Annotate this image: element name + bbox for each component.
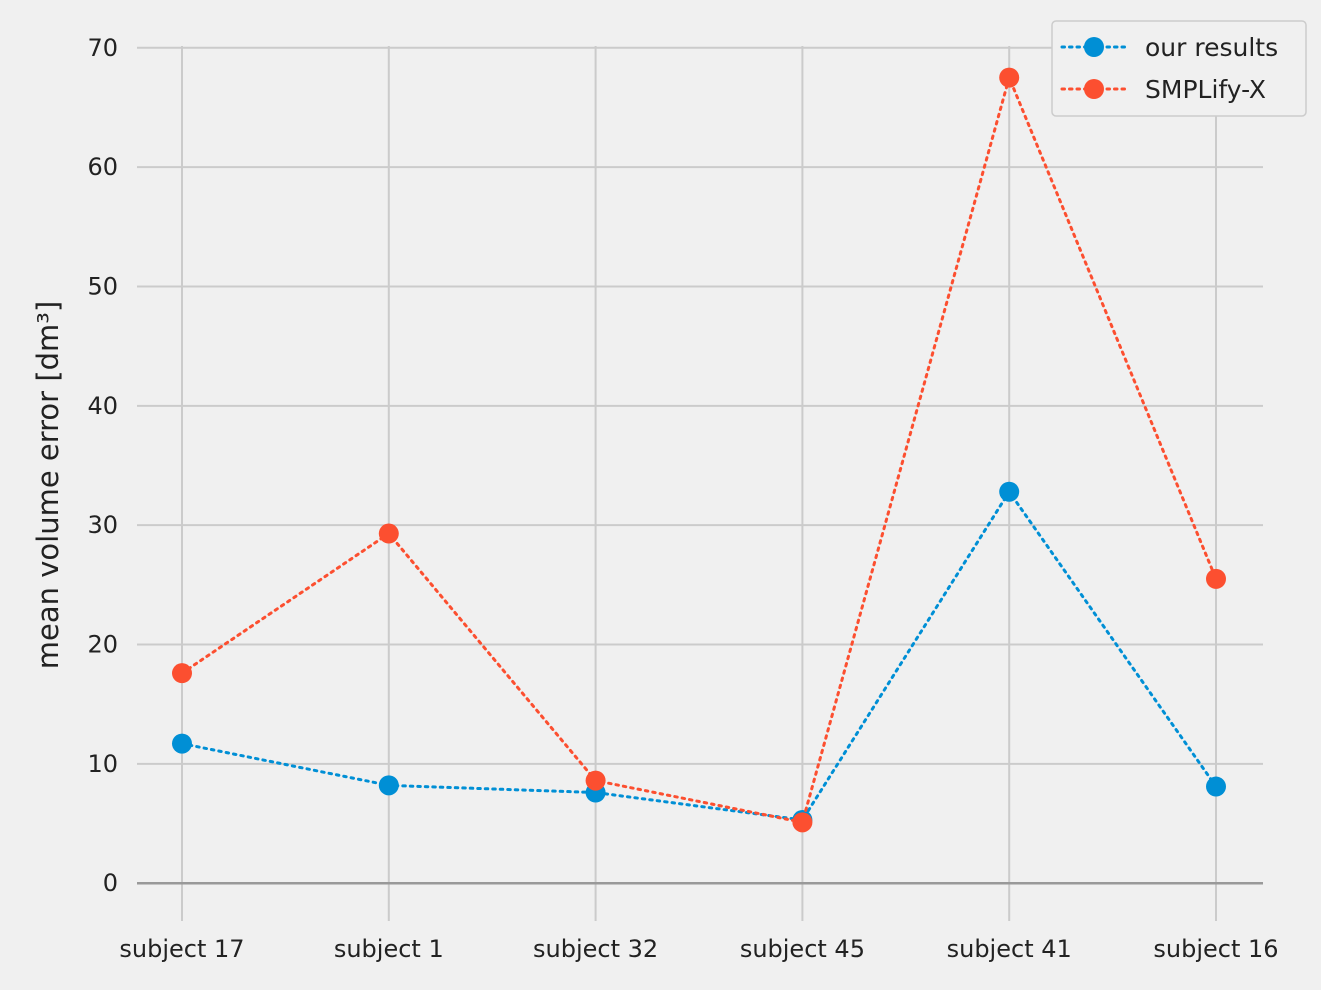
series-group bbox=[172, 67, 1226, 833]
y-tick-label: 20 bbox=[87, 631, 118, 659]
series-line bbox=[180, 73, 1218, 825]
y-tick-label: 50 bbox=[87, 272, 118, 300]
data-point bbox=[792, 812, 813, 833]
data-point bbox=[999, 481, 1020, 502]
x-tick-label: subject 17 bbox=[119, 935, 244, 963]
x-tick-label: subject 45 bbox=[740, 935, 865, 963]
y-axis-ticks: 0 10 20 30 40 50 60 70 bbox=[87, 34, 118, 897]
x-tick-label: subject 16 bbox=[1153, 935, 1278, 963]
x-tick-label: subject 1 bbox=[334, 935, 444, 963]
legend-label: our results bbox=[1145, 33, 1278, 62]
legend-item: SMPLify-X bbox=[1060, 75, 1266, 104]
data-point bbox=[999, 67, 1020, 88]
legend-item: our results bbox=[1060, 33, 1278, 62]
x-tick-label: subject 41 bbox=[947, 935, 1072, 963]
y-axis-title: mean volume error [dm³] bbox=[31, 301, 65, 669]
series-line bbox=[180, 489, 1218, 822]
data-point bbox=[378, 775, 399, 796]
y-tick-label: 70 bbox=[87, 34, 118, 62]
y-tick-label: 60 bbox=[87, 153, 118, 181]
legend-frame bbox=[1051, 20, 1307, 117]
data-point bbox=[1206, 568, 1226, 589]
data-point bbox=[585, 770, 606, 791]
data-point bbox=[1206, 776, 1226, 797]
y-tick-label: 40 bbox=[87, 392, 118, 420]
y-tick-label: 10 bbox=[87, 750, 118, 778]
y-tick-label: 30 bbox=[87, 511, 118, 539]
grid-lines bbox=[137, 46, 1263, 921]
x-axis-ticks: subject 17 subject 1 subject 32 subject 45 s… bbox=[119, 935, 1278, 963]
data-point bbox=[378, 523, 399, 544]
legend-label: SMPLify-X bbox=[1145, 75, 1266, 104]
data-point bbox=[172, 663, 192, 684]
legend-swatch-marker bbox=[1084, 79, 1104, 99]
series-smplify-x bbox=[172, 67, 1226, 833]
legend-swatch-marker bbox=[1084, 37, 1104, 57]
x-tick-label: subject 32 bbox=[533, 935, 658, 963]
data-point bbox=[172, 733, 192, 754]
legend: our results SMPLify-X bbox=[1051, 20, 1307, 117]
y-tick-label: 0 bbox=[103, 869, 118, 897]
